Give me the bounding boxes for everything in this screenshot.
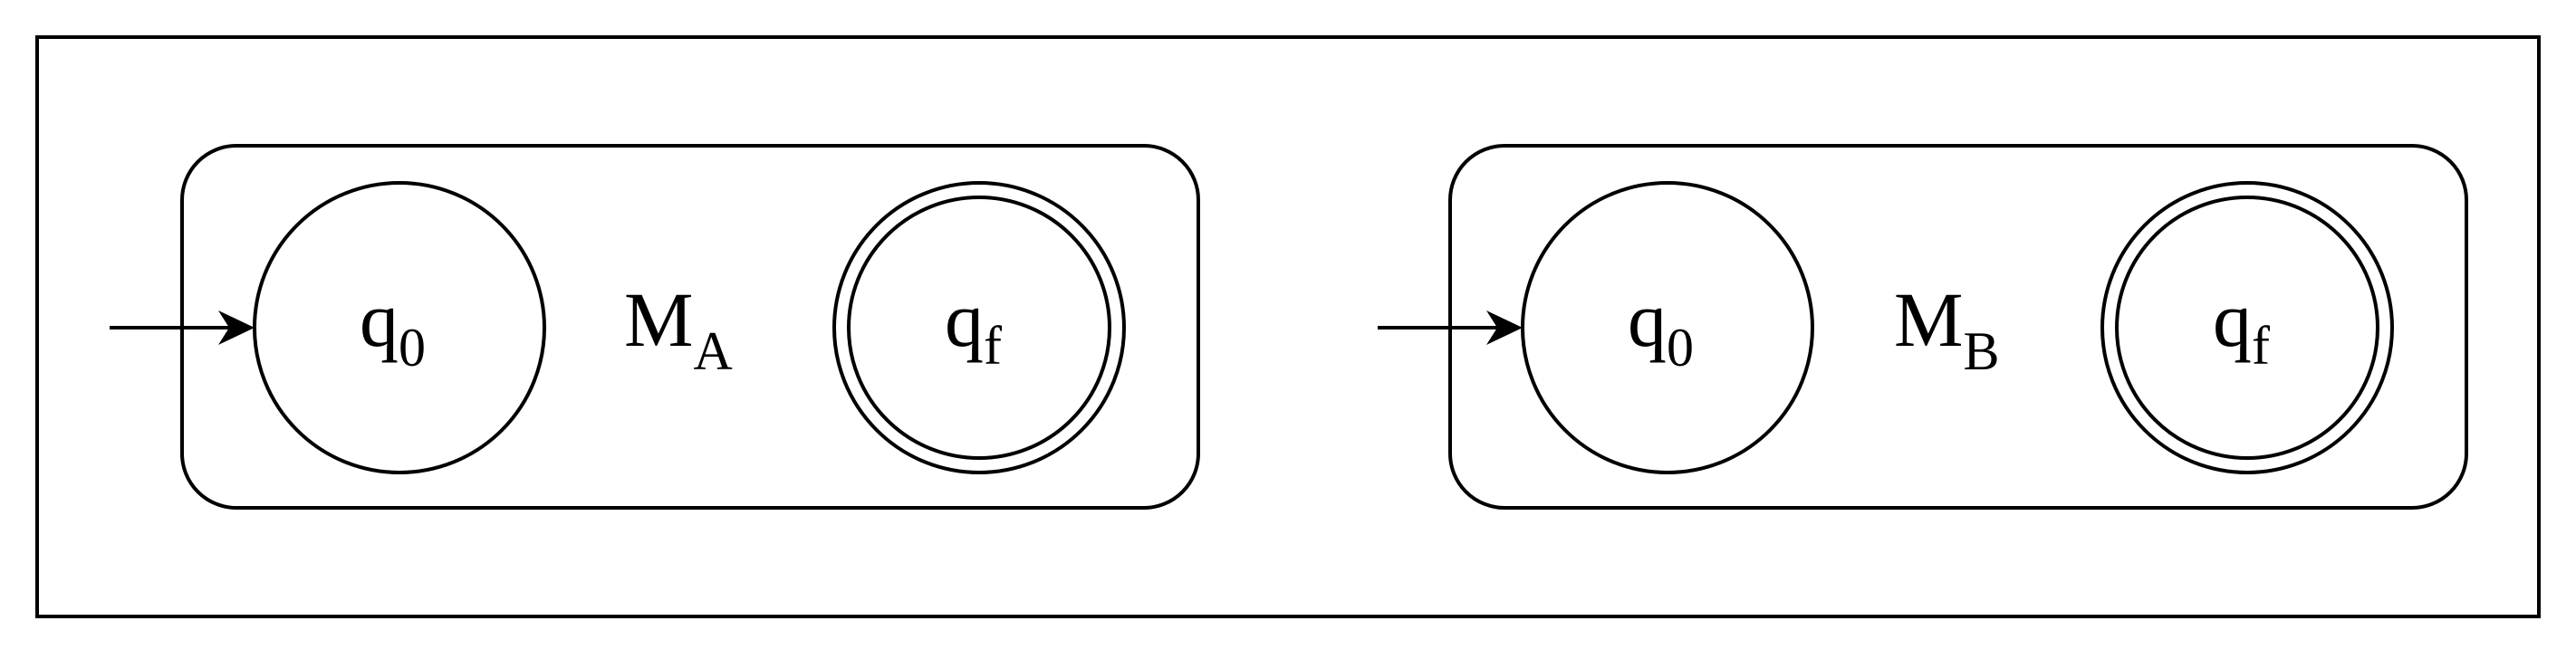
automaton-b-final-state-sub: f: [2252, 316, 2270, 376]
automaton-a-final-state-inner: [847, 196, 1111, 460]
automaton-a-start-arrow-head: [218, 310, 255, 345]
automaton-a-name-base: M: [624, 276, 693, 363]
automaton-a-start-state-label: q0: [360, 276, 426, 377]
automaton-b-final-state-inner: [2115, 196, 2379, 460]
automaton-b-start-arrow-head: [1486, 310, 1523, 345]
automaton-b-start-state-sub: 0: [1667, 318, 1694, 377]
automaton-b-start-state: [1521, 181, 1814, 474]
automaton-a-start-state-sub: 0: [399, 318, 426, 377]
automaton-b: q0 MB qf: [1378, 144, 2468, 510]
automaton-a-final-state-sub: f: [984, 316, 1002, 376]
automaton-b-name: MB: [1894, 276, 2000, 381]
automaton-b-start-state-base: q: [1628, 276, 1667, 363]
automaton-a-final-state-outer: [832, 181, 1126, 474]
automaton-b-start-state-label: q0: [1628, 276, 1694, 377]
automaton-b-final-state-label: qf: [2213, 276, 2270, 376]
outer-frame: [35, 35, 2541, 618]
automaton-a-start-state-base: q: [360, 276, 399, 363]
automaton-a-final-state-base: q: [945, 276, 984, 363]
automaton-a-start-state: [253, 181, 546, 474]
automaton-b-name-base: M: [1894, 276, 1963, 363]
automaton-a-name-sub: A: [693, 321, 732, 381]
automaton-a-name: MA: [624, 276, 733, 381]
automaton-a: q0 MA qf: [110, 144, 1200, 510]
automaton-b-final-state-base: q: [2213, 276, 2252, 363]
automaton-b-name-sub: B: [1963, 321, 1999, 381]
automaton-b-final-state-outer: [2100, 181, 2394, 474]
automaton-a-final-state-label: qf: [945, 276, 1002, 376]
